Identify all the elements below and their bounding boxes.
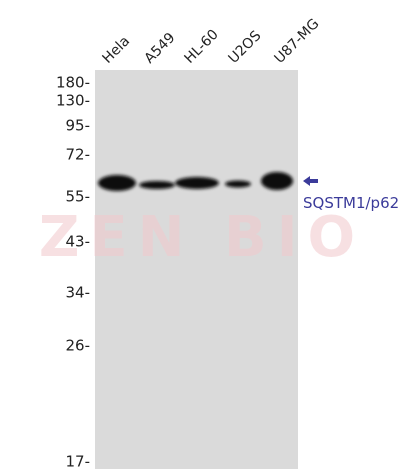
- marker-label: 34-: [66, 284, 91, 302]
- band-arrow: [303, 176, 318, 186]
- marker-label: 180-: [56, 74, 90, 92]
- marker-labels: 180- 130- 95- 72- 55- 43- 34- 26- 17-: [56, 74, 90, 470]
- lane-label: U2OS: [226, 28, 265, 67]
- marker-label: 95-: [66, 117, 91, 135]
- page: ZEN BIO Hela A549 HL-60 U2OS U87-MG 180-…: [0, 0, 413, 473]
- band: [139, 181, 175, 189]
- lane-label: A549: [142, 30, 179, 67]
- lane-label: U87-MG: [272, 16, 323, 67]
- marker-label: 17-: [66, 453, 91, 470]
- marker-label: 72-: [66, 146, 91, 164]
- marker-label: 130-: [56, 92, 90, 110]
- lane-labels: Hela A549 HL-60 U2OS U87-MG: [100, 16, 323, 67]
- band: [98, 175, 136, 191]
- marker-label: 26-: [66, 337, 91, 355]
- marker-label: 55-: [66, 188, 91, 206]
- band: [225, 181, 251, 188]
- band: [261, 172, 293, 190]
- blot-figure: ZEN BIO Hela A549 HL-60 U2OS U87-MG 180-…: [0, 0, 413, 469]
- lane-label: Hela: [100, 33, 134, 67]
- marker-label: 43-: [66, 233, 91, 251]
- lane-label: HL-60: [182, 27, 222, 67]
- band-label: SQSTM1/p62: [303, 194, 399, 212]
- band: [175, 177, 219, 189]
